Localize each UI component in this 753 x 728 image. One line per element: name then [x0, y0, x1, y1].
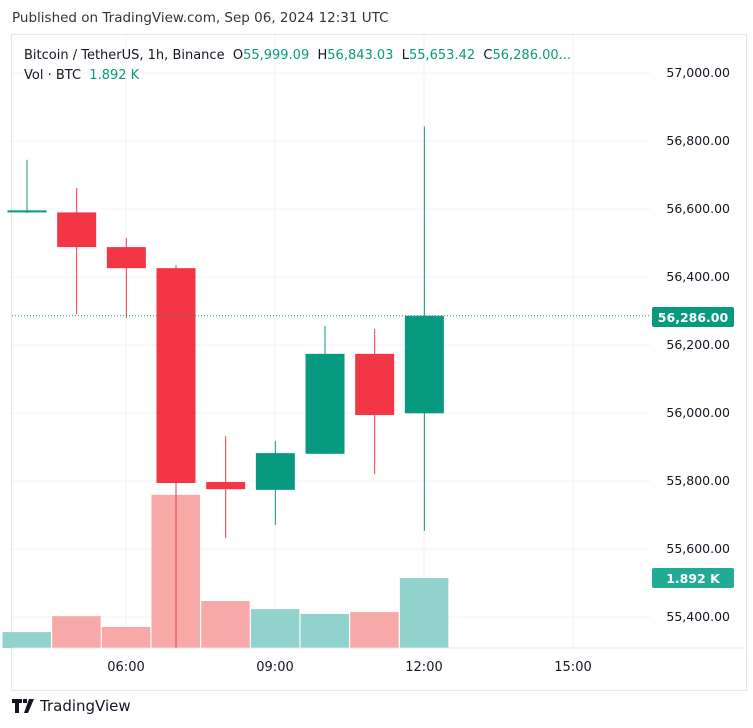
price-tick-label: 56,600.00	[666, 201, 730, 216]
price-tick-label: 55,400.00	[666, 609, 730, 624]
time-tick-label: 06:00	[107, 660, 144, 675]
high-label: H	[317, 48, 328, 63]
candle-body	[206, 482, 246, 490]
open-label: O	[232, 48, 244, 63]
tradingview-logo[interactable]: TradingView	[12, 697, 131, 715]
price-tick-label: 56,800.00	[666, 133, 730, 148]
candle-body	[305, 353, 345, 454]
candle-body	[355, 353, 395, 416]
chart-frame	[11, 34, 747, 691]
low-value: 55,653.42	[408, 48, 476, 63]
logo-text: TradingView	[40, 697, 131, 715]
price-tick-label: 57,000.00	[666, 65, 730, 80]
volume-bar	[399, 578, 449, 648]
volume-bar	[52, 616, 101, 648]
candle-body	[7, 210, 47, 213]
last-volume-tag: 1.892 K	[652, 568, 734, 588]
volume-bar	[101, 626, 151, 648]
close-value: 56,286.00...	[492, 48, 572, 63]
volume-bar	[350, 612, 399, 648]
low-label: L	[401, 48, 409, 63]
price-tick-label: 55,600.00	[666, 541, 730, 556]
candle-body	[106, 247, 146, 269]
time-tick-label: 15:00	[554, 660, 591, 675]
volume-bar	[250, 609, 300, 648]
volume-bar	[201, 601, 250, 648]
volume-value: 1.892 K	[89, 68, 140, 83]
volume-bar	[2, 632, 51, 648]
time-tick-label: 12:00	[405, 660, 442, 675]
volume-label: Vol · BTC	[24, 68, 82, 83]
candle-body	[404, 315, 444, 414]
candle-body	[255, 453, 295, 490]
open-value: 55,999.09	[243, 48, 310, 63]
volume-bar	[300, 613, 350, 648]
close-label: C	[483, 48, 493, 63]
tradingview-logo-icon	[12, 699, 34, 713]
candlestick-chart[interactable]: 57,000.00 56,800.00 56,600.00 56,400.00 56,2…	[0, 0, 753, 700]
price-tick-label: 56,400.00	[666, 269, 730, 284]
price-tick-label: 56,200.00	[666, 337, 730, 352]
high-value: 56,843.03	[327, 48, 394, 63]
candle-body	[57, 212, 97, 248]
chart-legend: Bitcoin / TetherUS, 1h, Binance O55,999.…	[24, 46, 571, 86]
last-price-tag: 56,286.00	[652, 307, 734, 327]
symbol-label: Bitcoin / TetherUS, 1h, Binance	[24, 48, 225, 63]
price-tick-label: 55,800.00	[666, 473, 730, 488]
candle-body	[156, 268, 196, 484]
published-caption: Published on TradingView.com, Sep 06, 20…	[12, 10, 389, 26]
price-tick-label: 56,000.00	[666, 405, 730, 420]
time-tick-label: 09:00	[256, 660, 293, 675]
